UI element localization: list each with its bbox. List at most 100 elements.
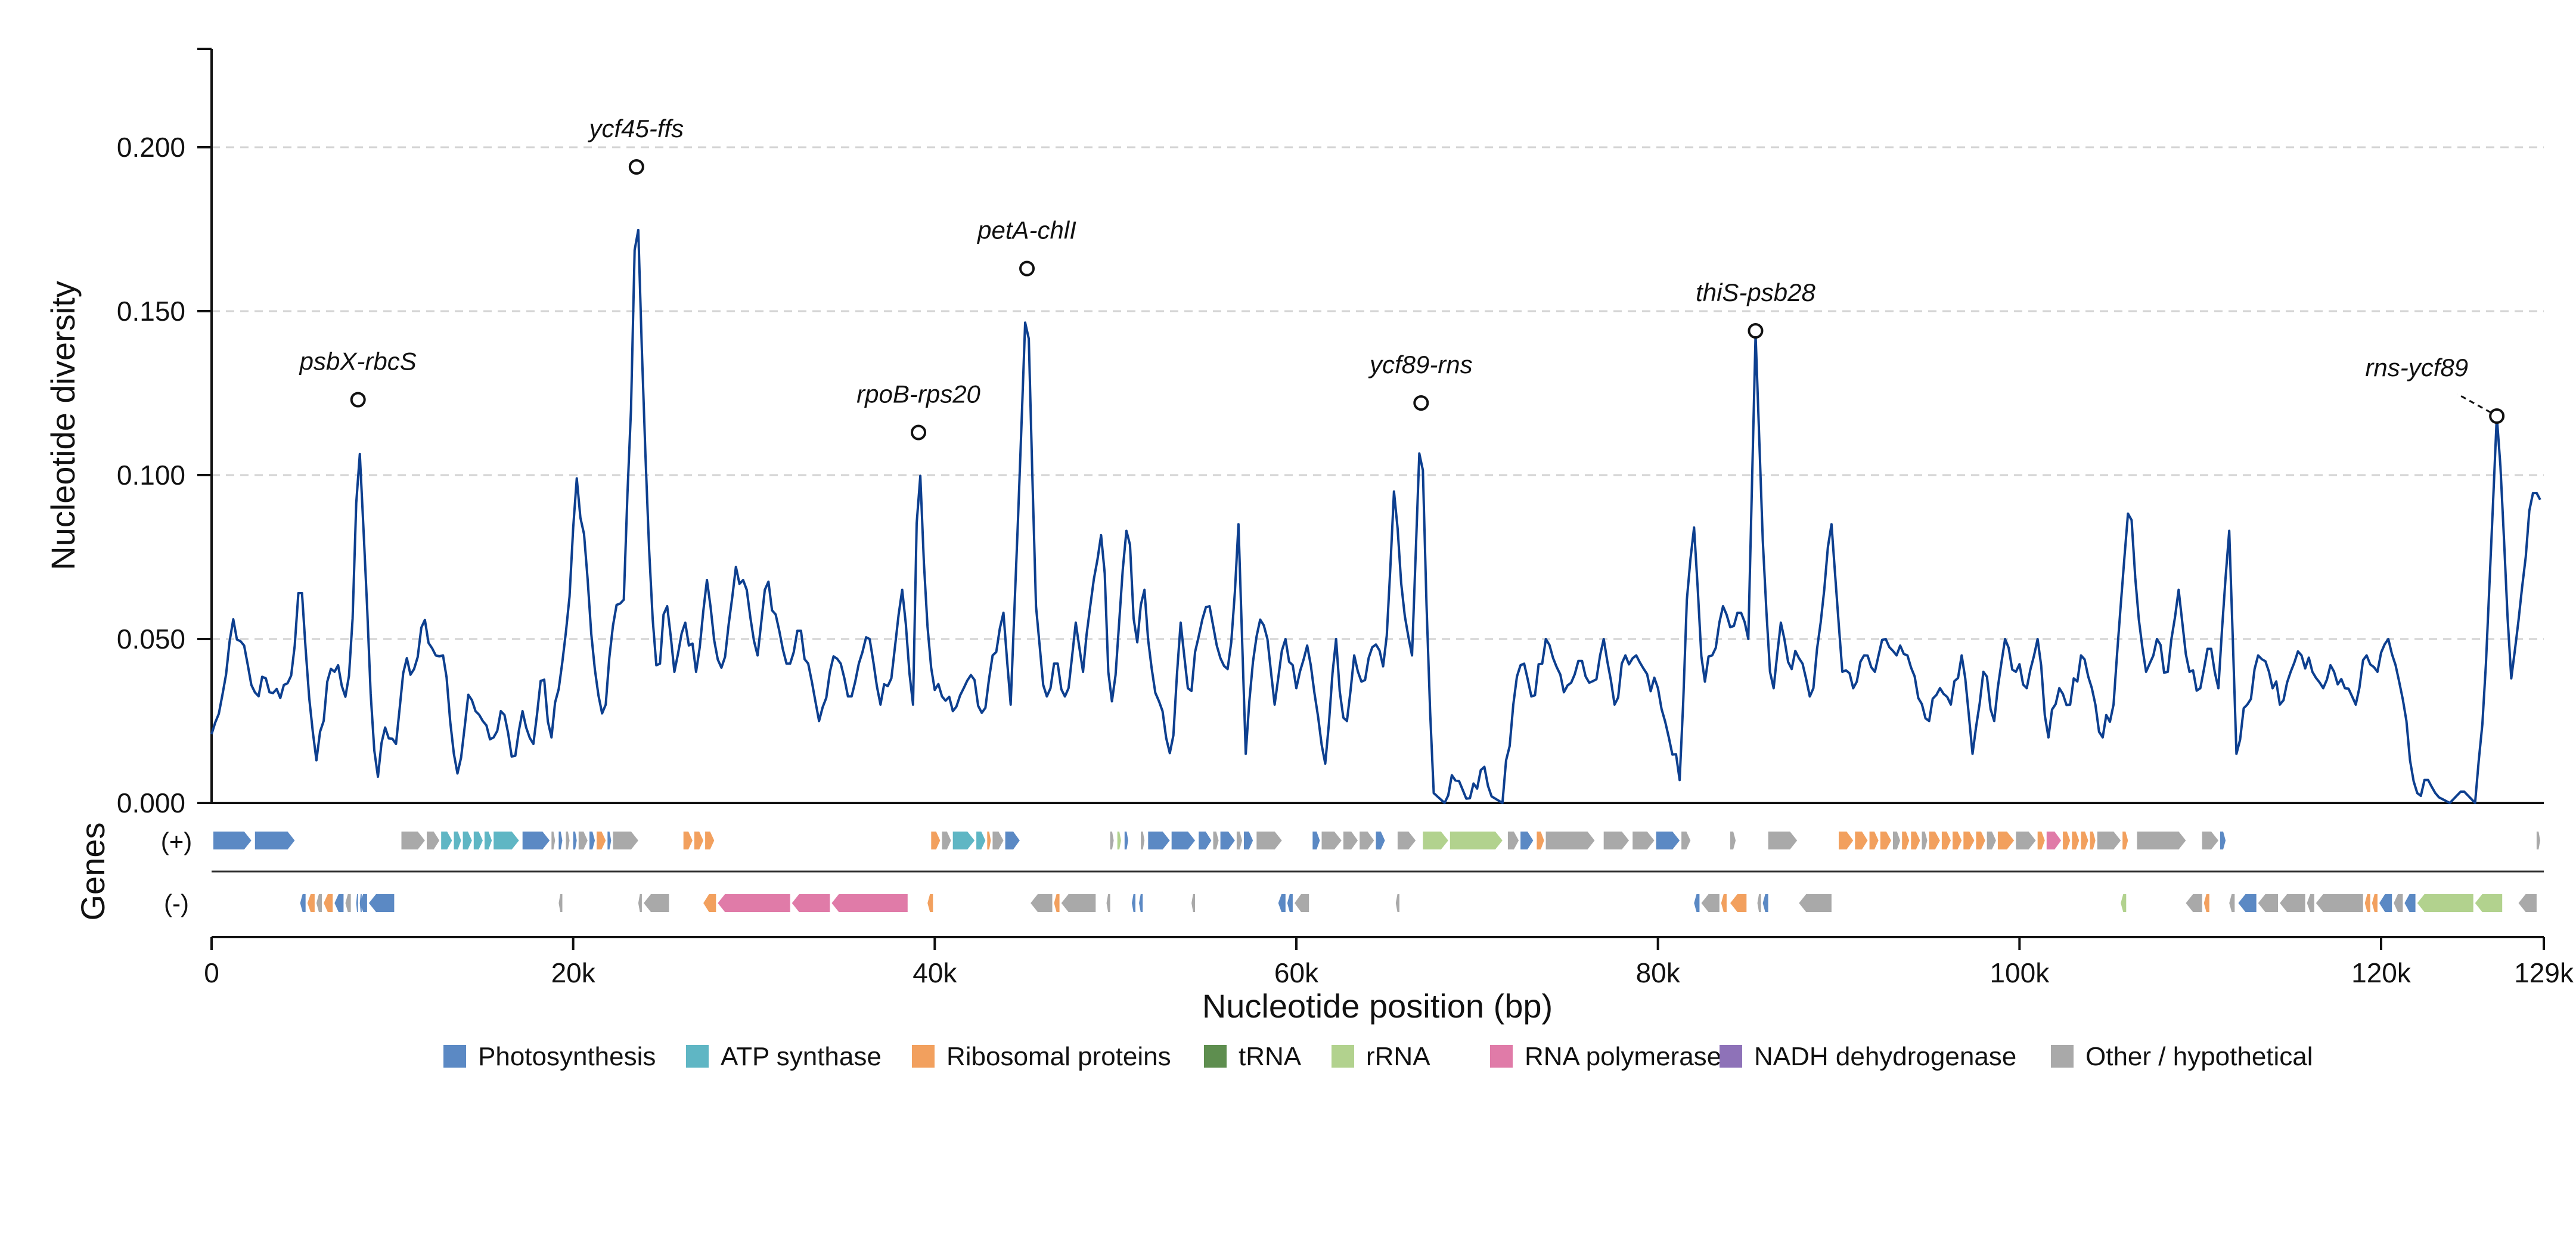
gene-block — [345, 894, 351, 912]
gene-block — [613, 832, 638, 849]
gene-block — [644, 894, 669, 912]
gene-block — [2081, 832, 2088, 849]
gene-block — [638, 894, 642, 912]
gene-position-axis: 0 20k 40k 60k 80k 100k 120k 129k — [204, 936, 2574, 988]
gene-block — [1880, 832, 1891, 849]
gene-block — [683, 832, 693, 849]
gene-block — [2307, 894, 2314, 912]
gene-block — [255, 832, 295, 849]
gene-block — [2063, 832, 2071, 849]
gene-block — [694, 832, 704, 849]
peak-label: ycf45-ffs — [587, 114, 684, 142]
gene-block — [1343, 832, 1358, 849]
legend-swatch — [912, 1045, 935, 1068]
gene-block — [1603, 832, 1630, 849]
gene-block — [1423, 832, 1448, 849]
grid-lines — [212, 146, 2544, 640]
legend-swatch — [1332, 1045, 1354, 1068]
gene-block — [1397, 832, 1416, 849]
gene-block — [2072, 832, 2080, 849]
gene-block — [705, 832, 715, 849]
peak-label: psbX-rbcS — [299, 348, 417, 376]
gene-block — [1987, 832, 1996, 849]
legend-label: Ribosomal proteins — [946, 1042, 1171, 1071]
gene-block — [1545, 832, 1595, 849]
legend: Photosynthesis ATP synthase Ribosomal prot… — [443, 1042, 2313, 1071]
gene-blocks — [213, 832, 2540, 912]
gene-block — [359, 894, 367, 912]
gene-block — [718, 894, 790, 912]
x-tick-label: 0 — [204, 957, 219, 988]
gene-block — [597, 832, 606, 849]
plus-strand-label: (+) — [161, 827, 193, 855]
gene-block — [1117, 832, 1121, 849]
gene-block — [1321, 832, 1342, 849]
gene-block — [1953, 832, 1962, 849]
gene-block — [1376, 832, 1385, 849]
gene-block — [1869, 832, 1879, 849]
legend-label: tRNA — [1239, 1042, 1302, 1071]
gene-block — [2316, 894, 2363, 912]
gene-block — [1893, 832, 1901, 849]
gene-block — [2536, 832, 2540, 849]
y-tick-label: 0.050 — [117, 624, 185, 655]
gene-block — [1141, 832, 1145, 849]
gene-block — [573, 832, 577, 849]
gene-block — [792, 894, 830, 912]
gene-block — [324, 894, 333, 912]
gene-block — [1839, 832, 1854, 849]
gene-block — [1768, 832, 1798, 849]
legend-label: NADH dehydrogenase — [1754, 1042, 2016, 1071]
gene-block — [703, 894, 716, 912]
y-ticks: 0.000 0.050 0.100 0.150 0.200 — [117, 132, 212, 818]
peak-marker — [350, 392, 366, 408]
gene-block — [2238, 894, 2257, 912]
gene-block — [942, 832, 951, 849]
gene-block — [2037, 832, 2045, 849]
gene-block — [2203, 894, 2209, 912]
gene-block — [494, 832, 519, 849]
peak-label: thiS-psb28 — [1696, 278, 1815, 306]
gene-block — [2137, 832, 2186, 849]
gene-block — [558, 894, 563, 912]
gene-block — [368, 894, 395, 912]
gene-block — [558, 832, 563, 849]
y-tick-label: 0.150 — [117, 296, 185, 327]
x-tick-label: 80k — [1636, 957, 1681, 988]
series — [210, 228, 2541, 804]
legend-label: rRNA — [1366, 1042, 1430, 1071]
legend-swatch — [443, 1045, 466, 1068]
gene-block — [1656, 832, 1680, 849]
gene-block — [356, 894, 358, 912]
gene-block — [522, 832, 550, 849]
gene-block — [2097, 832, 2121, 849]
legend-label: Other / hypothetical — [2085, 1042, 2313, 1071]
gene-block — [589, 832, 595, 849]
gene-block — [1312, 832, 1320, 849]
peak-label: petA-chlI — [976, 216, 1076, 244]
gene-block — [2046, 832, 2062, 849]
gene-block — [1762, 894, 1768, 912]
gene-block — [1199, 832, 1212, 849]
gene-block — [1537, 832, 1544, 849]
gene-block — [1278, 894, 1286, 912]
gene-block — [1054, 894, 1060, 912]
x-axis-title: Nucleotide position (bp) — [1202, 987, 1553, 1025]
legend-label: RNA polymerase — [1525, 1042, 1721, 1071]
gene-block — [578, 832, 588, 849]
gene-block — [1244, 832, 1253, 849]
gene-block — [1287, 894, 1293, 912]
gene-block — [316, 894, 322, 912]
gene-block — [463, 832, 472, 849]
gene-block — [1191, 894, 1196, 912]
gene-block — [1902, 832, 1910, 849]
gene-block — [1295, 894, 1309, 912]
peak-label: rpoB-rps20 — [856, 380, 980, 408]
legend-label: Photosynthesis — [478, 1042, 656, 1071]
gene-block — [1132, 894, 1135, 912]
gene-block — [2202, 832, 2218, 849]
gene-block — [427, 832, 440, 849]
gene-block — [307, 894, 315, 912]
y-axis-title: Nucleotide diversity — [44, 281, 82, 570]
